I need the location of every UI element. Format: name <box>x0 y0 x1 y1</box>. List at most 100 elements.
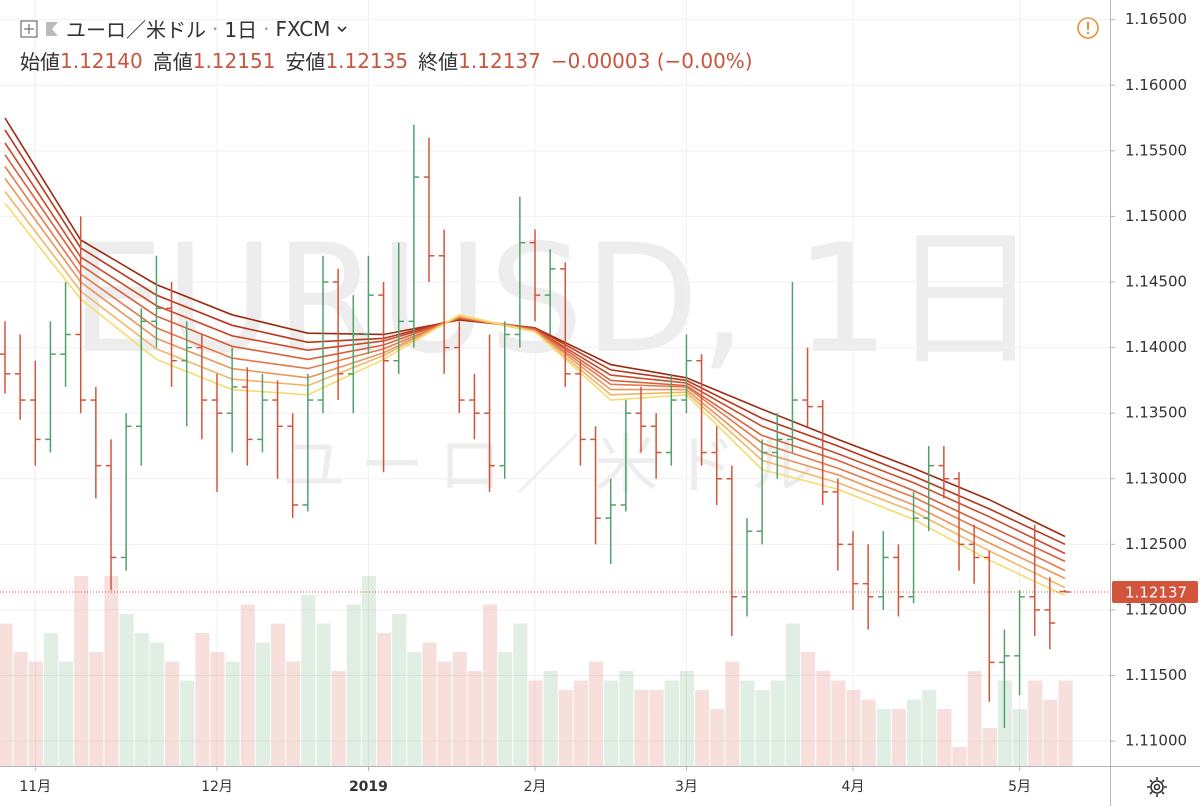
moving-average-line <box>4 177 1066 580</box>
watermark-name: ユーロ／米ドル <box>282 430 828 504</box>
volume-bar <box>589 661 604 766</box>
dropdown-icon[interactable] <box>336 23 348 35</box>
y-tick-label: 1.16500 <box>1125 10 1187 28</box>
volume-bar <box>755 690 770 766</box>
volume-bar <box>210 652 225 766</box>
volume-bar <box>59 661 74 766</box>
interval[interactable]: 1日 <box>224 18 258 42</box>
volume-bar <box>664 680 679 766</box>
source[interactable]: FXCM <box>275 16 331 41</box>
volume-bar <box>255 642 270 766</box>
x-tick-label: 11月 <box>19 779 51 795</box>
bar-layer <box>0 124 1110 728</box>
symbol[interactable]: ユーロ／米ドル <box>66 18 206 42</box>
add-icon[interactable] <box>20 20 38 38</box>
volume-bar <box>377 633 392 766</box>
volume-bar <box>89 652 104 766</box>
x-tick-label: 4月 <box>842 779 865 795</box>
volume-bar <box>967 671 982 766</box>
volume-bar <box>1013 709 1028 766</box>
low-label: 安値 <box>285 50 326 74</box>
volume-bar <box>573 680 588 766</box>
y-tick-label: 1.13000 <box>1125 469 1187 487</box>
volume-bar <box>604 680 619 766</box>
volume-bar <box>104 576 119 766</box>
volume-bar <box>937 709 952 766</box>
open-label: 始値 <box>20 50 60 74</box>
volume-bar <box>452 652 467 766</box>
volume-bar <box>982 728 997 766</box>
volume-bar <box>407 652 422 766</box>
y-tick-label: 1.12000 <box>1125 600 1187 618</box>
volume-bar <box>361 576 376 766</box>
volume-bar <box>695 690 710 766</box>
volume-bar <box>467 671 482 766</box>
volume-bar <box>437 661 452 766</box>
moving-average-line <box>4 154 1066 563</box>
volume-bar <box>28 661 43 766</box>
moving-average-line <box>4 202 1066 597</box>
y-tick-label: 1.11000 <box>1125 732 1187 750</box>
volume-bar <box>831 680 846 766</box>
volume-bar <box>483 604 498 766</box>
settings-icon[interactable] <box>1147 777 1167 797</box>
x-tick-label: 2019 <box>349 779 388 795</box>
volume-bar <box>876 709 891 766</box>
close-value: 1.12137 <box>458 48 541 73</box>
volume-bar <box>119 614 134 766</box>
volume-bar <box>195 633 210 766</box>
volume-bar <box>1058 680 1073 766</box>
volume-bar <box>346 604 361 766</box>
ohlc-header: 始値 1.12140 高値 1.12151 安値 1.12135 終値 1.12137 … <box>20 46 753 75</box>
y-tick-label: 1.15000 <box>1125 207 1187 225</box>
volume-bar <box>785 623 800 766</box>
volume-bar <box>952 747 967 766</box>
x-tick-label: 5月 <box>1008 779 1031 795</box>
volume-bar <box>816 671 831 766</box>
volume-bar <box>225 661 240 766</box>
volume-bar <box>301 595 316 766</box>
volume-bar <box>770 680 785 766</box>
low-value: 1.12135 <box>325 48 409 73</box>
volume-bar <box>331 671 346 766</box>
volume-bar <box>891 709 906 766</box>
volume-bar <box>13 652 28 766</box>
y-tick-label: 1.14500 <box>1125 273 1187 291</box>
volume-bar <box>74 576 89 766</box>
x-tick-label: 2月 <box>524 779 547 795</box>
volume-bar <box>543 671 558 766</box>
volume-bar <box>725 661 740 766</box>
volume-bar <box>43 633 58 766</box>
y-tick-label: 1.15500 <box>1125 141 1187 159</box>
y-tick-label: 1.13500 <box>1125 404 1187 422</box>
volume-bar <box>528 680 543 766</box>
x-tick-label: 3月 <box>675 779 698 795</box>
separator: · <box>212 16 219 41</box>
volume-bar <box>180 680 195 766</box>
volume-bar <box>134 633 149 766</box>
alert-icon[interactable] <box>1077 17 1099 39</box>
volume-bar <box>710 709 725 766</box>
y-tick-label: 1.14000 <box>1125 338 1187 356</box>
separator: · <box>263 16 270 41</box>
volume-bar <box>1043 699 1058 766</box>
high-label: 高値 <box>152 50 193 74</box>
volume-bar <box>286 661 301 766</box>
volume-bar <box>0 623 13 766</box>
x-tick-label: 12月 <box>201 779 233 795</box>
volume-bar <box>392 614 407 766</box>
y-tick-label: 1.12500 <box>1125 535 1187 553</box>
volume-bar <box>165 661 180 766</box>
volume-bar <box>498 652 513 766</box>
volume-bar <box>634 690 649 766</box>
volume-bar <box>861 699 876 766</box>
high-value: 1.12151 <box>192 48 276 73</box>
change-value: −0.00003 (−0.00%) <box>550 48 753 73</box>
y-tick-label: 1.11500 <box>1125 666 1187 684</box>
volume-bar <box>149 642 164 766</box>
volume-bar <box>801 652 816 766</box>
y-tick-label: 1.16000 <box>1125 76 1187 94</box>
watermark-symbol: EURUSD, 1日 <box>70 213 1040 387</box>
volume-bar <box>240 604 255 766</box>
